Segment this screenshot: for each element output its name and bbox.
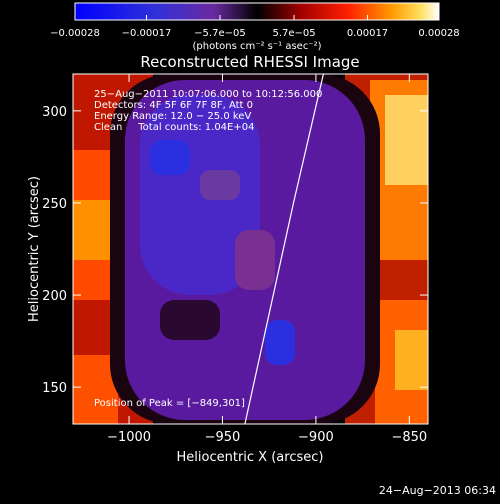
y-axis-label: Heliocentric Y (arcsec) <box>27 176 42 322</box>
heatmap-area <box>73 74 428 424</box>
x-tick-label: −850 <box>391 430 427 445</box>
plot-frame <box>72 73 429 425</box>
annotation-line: 25−Aug−2011 10:07:06.000 to 10:12:56.000 <box>94 89 322 100</box>
solar-limb-curve <box>244 74 324 424</box>
x-axis-ticks: −1000 −950 −900 −850 <box>107 74 427 445</box>
heatmap-region <box>150 140 190 175</box>
peak-position-label: Position of Peak = [−849,301] <box>94 398 245 409</box>
annotation-line: Energy Range: 12.0 − 25.0 keV <box>94 111 251 122</box>
heatmap-region <box>73 200 113 260</box>
colorbar-tick-label: 5.7e−05 <box>272 28 315 39</box>
heatmap-region <box>265 320 295 365</box>
colorbar-tick-label: −0.00017 <box>122 28 172 39</box>
y-tick-label: 150 <box>42 381 67 396</box>
x-tick-label: −1000 <box>107 430 151 445</box>
heatmap-region <box>385 95 428 185</box>
colorbar-tick-label: −0.00028 <box>50 28 100 39</box>
y-tick-label: 250 <box>42 197 67 212</box>
heatmap-region <box>200 170 240 200</box>
y-axis-ticks: 150 200 250 300 <box>42 105 428 396</box>
colorbar-tick-label: −5.7e−05 <box>194 28 246 39</box>
colorbar-ticks: −0.00028 −0.00017 −5.7e−05 5.7e−05 0.00017 0.… <box>50 15 460 39</box>
annotation-line: Detectors: 4F 5F 6F 7F 8F, Att 0 <box>94 100 253 111</box>
annotation-line: Clean Total counts: 1.04E+04 <box>94 122 254 133</box>
x-axis-label: Heliocentric X (arcsec) <box>177 450 324 465</box>
y-tick-label: 300 <box>42 105 67 120</box>
x-tick-label: −900 <box>298 430 334 445</box>
colorbar-tick-label: 0.00017 <box>347 28 388 39</box>
heatmap-region <box>395 330 428 390</box>
footer-timestamp: 24−Aug−2013 06:34 <box>379 484 496 497</box>
x-tick-label: −950 <box>205 430 241 445</box>
heatmap-region <box>160 300 220 340</box>
y-tick-label: 200 <box>42 289 67 304</box>
colorbar-unit-label: (photons cm⁻² s⁻¹ asec⁻²) <box>192 41 321 52</box>
chart-title: Reconstructed RHESSI Image <box>140 53 359 71</box>
colorbar <box>74 2 440 21</box>
colorbar-tick-label: 0.00028 <box>418 28 459 39</box>
heatmap-region <box>235 230 275 290</box>
